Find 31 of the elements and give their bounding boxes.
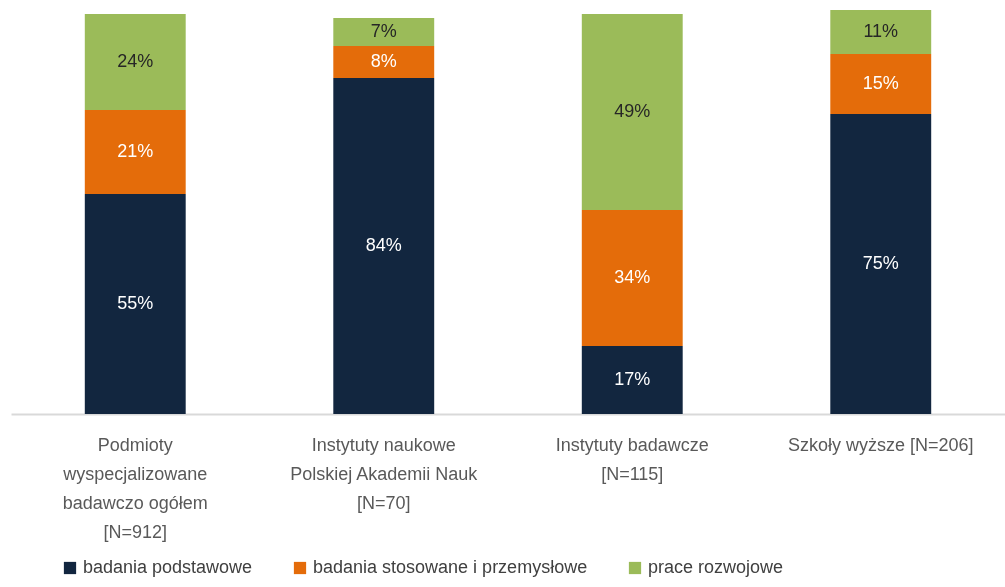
x-tick-label: Instytuty naukowe Polskiej Akademii Nauk [N=70] [290,434,479,513]
legend-label: badania stosowane i przemysłowe [313,557,588,577]
bar [581,14,683,210]
bar [333,46,435,78]
x-tick-label: Szkoły wyższe [N=206] [787,434,974,455]
x-tick-label: Podmioty wyspecjalizowane badawczo ogółem [N=912] [62,434,208,542]
bar [84,14,186,110]
data-label: 15% [862,73,899,93]
legend-label: badania podstawowe [83,557,253,577]
bar [830,114,932,414]
bar [830,54,932,114]
bar [84,110,186,194]
x-tick-label: Instytuty badawcze [N=115] [555,434,709,484]
data-label: 8% [370,51,397,71]
data-label: 21% [117,141,154,161]
bar [84,194,186,414]
bar [581,210,683,346]
data-label: 7% [370,21,397,41]
data-label: 11% [863,21,899,41]
data-label: 84% [365,235,402,255]
bar [333,78,435,414]
data-label: 24% [117,51,154,71]
data-label: 75% [862,253,899,273]
data-label: 55% [117,293,154,313]
bar [333,18,435,46]
data-label: 34% [614,267,651,287]
legend-label: prace rozwojowe [648,557,784,577]
bar [830,10,932,54]
data-label: 49% [614,101,651,121]
bar [581,346,683,414]
data-label: 17% [614,369,651,389]
